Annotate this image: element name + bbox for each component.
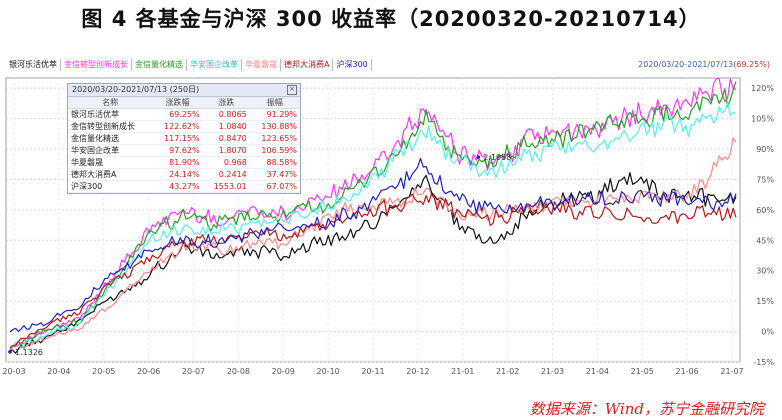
range-pct: (69.25%) [733, 60, 770, 69]
x-tick-label: 21-05 [631, 367, 654, 376]
fund-name-cell: 德邦大消费A [68, 168, 153, 181]
table-row: 银河乐活优萃 69.25% 0.8065 91.29% [68, 108, 300, 121]
summary-col-header: 涨跌 [202, 97, 250, 109]
value-cell: 0.8065 [202, 108, 250, 121]
x-tick-label: 20-05 [92, 367, 115, 376]
value-cell: 0.8470 [202, 132, 250, 145]
table-row: 华夏磐晟 81.90% 0.968 88.58% [68, 156, 300, 169]
value-cell: 67.07% [249, 180, 300, 193]
table-row: 金信转型创新成长 122.62% 1.0840 130.88% [68, 120, 300, 133]
y-tick-label: 105% [751, 115, 774, 124]
value-cell: 91.29% [249, 108, 300, 121]
value-cell: 97.62% [152, 144, 203, 157]
series-line [9, 102, 737, 349]
summary-box: 2020/03/20-2021/07/13 (250日) × 名称 涨跌幅 涨跌 振幅… [67, 83, 301, 194]
value-cell: 117.15% [152, 132, 203, 145]
legend-item[interactable]: 银河乐活优萃 [6, 59, 61, 71]
annotation-label: 1.1326 [15, 348, 43, 357]
table-row: 金信量化精选 117.15% 0.8470 123.65% [68, 132, 300, 145]
value-cell: 1.8070 [202, 144, 250, 157]
value-cell: 0.968 [202, 156, 250, 169]
table-row: 华安国企改革 97.62% 1.8070 106.59% [68, 144, 300, 157]
x-tick-label: 20-06 [137, 367, 160, 376]
fund-name-cell: 华安国企改革 [68, 144, 153, 157]
x-tick-label: 21-02 [496, 367, 519, 376]
page-title: 图 4 各基金与沪深 300 收益率（20200320-20210714） [81, 7, 701, 31]
x-tick-label: 20-03 [2, 367, 25, 376]
legend-item[interactable]: 德邦大消费A [281, 59, 334, 71]
table-row: 德邦大消费A 24.14% 0.2414 37.47% [68, 168, 300, 181]
value-cell: 130.88% [249, 120, 300, 133]
summary-col-header: 涨跌幅 [152, 97, 203, 109]
y-tick-label: 75% [756, 175, 774, 184]
legend-item[interactable]: 金信转型创新成长 [61, 59, 132, 71]
x-tick-label: 21-03 [541, 367, 564, 376]
value-cell: 0.2414 [202, 168, 250, 181]
value-cell: 24.14% [152, 168, 203, 181]
y-tick-label: 120% [751, 84, 774, 93]
summary-header: 2020/03/20-2021/07/13 (250日) × [68, 84, 300, 97]
legend-item[interactable]: 华安国企改革 [187, 59, 242, 71]
series-line [9, 157, 737, 333]
annotation-dot [8, 350, 12, 354]
range-date: 2020/03/20-2021/07/13 [638, 60, 734, 69]
legend: 银河乐活优萃 金信转型创新成长 金信量化精选 华安国企改革 华夏磐晟 德邦大消费A 沪深30… [6, 59, 372, 71]
fund-name-cell: 金信转型创新成长 [68, 120, 153, 133]
source-note: 数据来源：Wind，苏宁金融研究院 [529, 400, 764, 418]
x-tick-label: 21-04 [586, 367, 609, 376]
fund-name-cell: 华夏磐晟 [68, 156, 153, 169]
value-cell: 69.25% [152, 108, 203, 121]
top-strip [8, 43, 348, 51]
range-label: 2020/03/20-2021/07/13(69.25%) [638, 60, 770, 69]
value-cell: 122.62% [152, 120, 203, 133]
value-cell: 1.0840 [202, 120, 250, 133]
series-line [10, 171, 737, 354]
y-tick-label: 90% [756, 145, 774, 154]
x-tick-label: 20-04 [47, 367, 70, 376]
table-row: 沪深300 43.27% 1553.01 67.07% [68, 180, 300, 193]
close-icon[interactable]: × [287, 85, 297, 95]
y-tick-label: 45% [756, 236, 774, 245]
legend-item[interactable]: 华夏磐晟 [242, 59, 281, 71]
x-tick-label: 21-06 [676, 367, 699, 376]
x-tick-label: 21-07 [720, 367, 743, 376]
series-line [9, 193, 737, 349]
annotation-dot [476, 155, 481, 159]
y-tick-label: -15% [753, 358, 774, 367]
value-cell: 43.27% [152, 180, 203, 193]
legend-item[interactable]: 金信量化精选 [132, 59, 187, 71]
x-tick-label: 20-09 [272, 367, 295, 376]
summary-title: 2020/03/20-2021/07/13 (250日) [72, 85, 200, 94]
value-cell: 37.47% [249, 168, 300, 181]
value-cell: 123.65% [249, 132, 300, 145]
fund-name-cell: 银河乐活优萃 [68, 108, 153, 121]
series-line [9, 81, 737, 348]
y-tick-label: 30% [756, 267, 774, 276]
x-tick-label: 20-08 [227, 367, 250, 376]
x-tick-label: 20-11 [361, 367, 384, 376]
summary-table: 名称 涨跌幅 涨跌 振幅 银河乐活优萃 69.25% 0.8065 91.29% 金信转型创新… [68, 97, 300, 193]
annotation-label: 2.1958 [483, 153, 511, 162]
summary-col-header: 振幅 [249, 97, 300, 109]
value-cell: 88.58% [249, 156, 300, 169]
y-tick-label: 0% [761, 328, 774, 337]
fund-name-cell: 金信量化精选 [68, 132, 153, 145]
value-cell: 1553.01 [202, 180, 250, 193]
summary-col-header: 名称 [68, 97, 153, 109]
legend-item[interactable]: 沪深300 [333, 59, 372, 71]
x-tick-label: 20-12 [406, 367, 429, 376]
x-tick-label: 21-01 [451, 367, 474, 376]
series-line [9, 137, 737, 350]
value-cell: 81.90% [152, 156, 203, 169]
y-tick-label: 60% [756, 206, 774, 215]
value-cell: 106.59% [249, 144, 300, 157]
x-tick-label: 20-07 [182, 367, 205, 376]
x-tick-label: 20-10 [317, 367, 340, 376]
fund-name-cell: 沪深300 [68, 180, 153, 193]
y-tick-label: 15% [756, 297, 774, 306]
